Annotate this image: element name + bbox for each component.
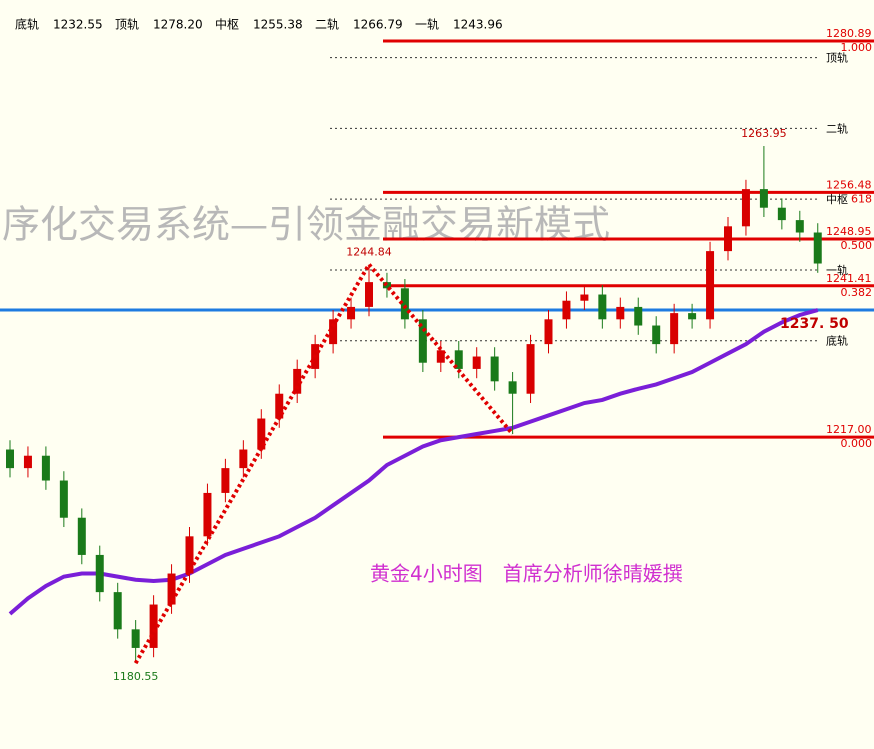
candle-body: [382, 282, 391, 289]
candle-body: [813, 232, 822, 264]
candle-body: [741, 189, 750, 227]
candle-body: [777, 207, 786, 221]
candle-body: [59, 480, 68, 518]
fib-price: 1280.89: [826, 27, 872, 40]
track-label: 二轨: [826, 121, 848, 135]
low-label: 1180.55: [113, 670, 159, 683]
track-name: 顶轨: [115, 18, 139, 32]
ma-end-label: 1237. 50: [780, 316, 849, 332]
candle-body: [275, 393, 284, 419]
candle-body: [508, 381, 517, 394]
fib-price: 1217.00: [826, 423, 872, 436]
zigzag: [133, 261, 515, 665]
candle-body: [329, 319, 338, 345]
fib-ratio: 0.382: [841, 286, 873, 299]
candle-body: [616, 306, 625, 320]
candle-body: [185, 536, 194, 574]
track-label: 一轨: [826, 263, 848, 277]
candle-body: [365, 282, 373, 307]
track-value: 1255.38: [253, 18, 303, 32]
candle-body: [77, 517, 86, 555]
high-label: 1244.84: [346, 246, 392, 259]
fib-price: 1241.41: [826, 272, 872, 285]
candle-body: [203, 492, 212, 537]
candle-body: [6, 449, 14, 469]
candle-body: [418, 319, 427, 363]
track-name: 二轨: [315, 18, 339, 32]
track-name: 一轨: [415, 18, 439, 32]
candle-body: [795, 220, 804, 233]
track-label: 顶轨: [826, 51, 848, 65]
candle-body: [472, 356, 481, 369]
fib-ratio: 0.000: [841, 437, 873, 450]
fib-price: 1248.95: [826, 225, 872, 238]
track-value: 1278.20: [153, 18, 203, 32]
track-name: 底轨: [15, 17, 39, 32]
candle-body: [41, 455, 50, 481]
candle-body: [562, 300, 571, 320]
candle-body: [95, 554, 104, 593]
candle-body: [652, 325, 661, 345]
candle-body: [706, 251, 715, 320]
candle-body: [580, 294, 589, 301]
candle-body: [167, 573, 176, 605]
candle-body: [724, 226, 732, 252]
candle-body: [131, 629, 140, 648]
moving-average: [8, 308, 819, 616]
candle-body: [23, 455, 32, 469]
fib-ratio: 0.500: [841, 239, 873, 252]
candle-body: [454, 350, 463, 369]
fib-ratio: 1.000: [841, 41, 873, 54]
candle-body: [221, 468, 230, 493]
candle-body: [239, 449, 248, 469]
track-label: 底轨: [826, 334, 848, 348]
candle-body: [759, 189, 768, 208]
candle-body: [293, 368, 302, 394]
candle-body: [670, 313, 679, 345]
fib-price: 1256.48: [826, 178, 872, 191]
track-name: 中枢: [215, 17, 239, 32]
candle-body: [634, 306, 643, 326]
candle-body: [113, 592, 122, 630]
track-value: 1243.96: [453, 18, 503, 32]
candle-body: [598, 294, 607, 320]
candle-body: [490, 356, 499, 382]
candle-body: [688, 313, 697, 320]
candle-body: [544, 319, 553, 345]
caption: 黄金4小时图 首席分析师徐晴媛撰: [370, 562, 683, 586]
candle-body: [149, 604, 158, 648]
candle-body: [400, 288, 409, 320]
high-label: 1263.95: [741, 127, 787, 140]
candle-body: [526, 344, 535, 394]
fib-ratio: 618: [851, 192, 872, 205]
candle-body: [436, 350, 445, 363]
candle-body: [257, 418, 266, 450]
track-value: 1266.79: [353, 18, 403, 32]
track-label: 中枢: [826, 192, 848, 206]
candle-body: [347, 306, 356, 320]
track-value: 1232.55: [53, 18, 103, 32]
